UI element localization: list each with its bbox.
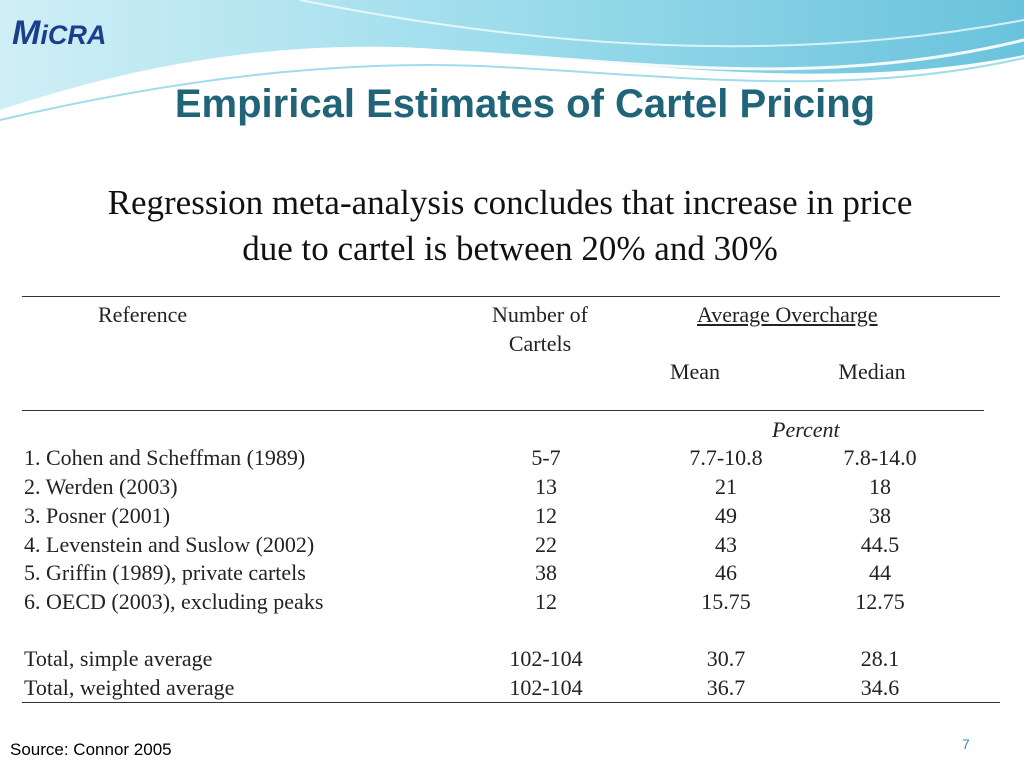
row-label: 3. Posner (2001) bbox=[24, 503, 171, 528]
table-header-rule bbox=[22, 410, 984, 411]
row-label: Total, simple average bbox=[24, 646, 213, 671]
header-average-overcharge: Average Overcharge bbox=[697, 302, 878, 327]
table-top-rule bbox=[22, 296, 1000, 297]
micra-logo: MiCRA bbox=[12, 14, 106, 53]
row-number-of-cartels: 12 bbox=[535, 589, 557, 614]
row-mean: 7.7-10.8 bbox=[689, 445, 763, 470]
row-median: 38 bbox=[869, 503, 891, 528]
row-number-of-cartels: 102-104 bbox=[509, 646, 583, 671]
row-label: 6. OECD (2003), excluding peaks bbox=[24, 589, 324, 614]
subtitle-line-2: due to cartel is between 20% and 30% bbox=[242, 229, 778, 268]
row-label: 2. Werden (2003) bbox=[24, 474, 178, 499]
header-reference: Reference bbox=[98, 302, 188, 327]
table-bottom-rule bbox=[22, 702, 1000, 703]
row-label: 1. Cohen and Scheffman (1989) bbox=[24, 445, 306, 470]
source-note: Source: Connor 2005 bbox=[10, 740, 172, 759]
header-wave-graphic bbox=[0, 0, 1024, 121]
row-mean: 30.7 bbox=[706, 646, 746, 671]
row-number-of-cartels: 22 bbox=[535, 532, 557, 557]
header-median: Median bbox=[838, 359, 906, 384]
row-median: 18 bbox=[869, 474, 891, 499]
row-mean: 21 bbox=[715, 474, 737, 499]
page-number: 7 bbox=[962, 736, 970, 752]
row-mean: 46 bbox=[715, 560, 737, 585]
row-median: 44.5 bbox=[860, 532, 900, 557]
row-mean: 43 bbox=[715, 532, 737, 557]
row-number-of-cartels: 13 bbox=[535, 474, 557, 499]
overcharge-table: Reference Number of Cartels Average Over… bbox=[0, 282, 1024, 718]
slide-title: Empirical Estimates of Cartel Pricing bbox=[174, 82, 876, 126]
header-mean: Mean bbox=[669, 359, 721, 384]
row-median: 28.1 bbox=[860, 646, 900, 671]
header-number-line-1: Number of bbox=[492, 302, 588, 327]
subtitle-line-1: Regression meta-analysis concludes that … bbox=[107, 183, 913, 222]
header-unit: Percent bbox=[772, 417, 840, 442]
slide-subtitle: Regression meta-analysis concludes that … bbox=[10, 180, 1010, 272]
row-mean: 15.75 bbox=[701, 589, 751, 614]
row-median: 34.6 bbox=[860, 675, 900, 700]
logo-initial: M bbox=[12, 14, 41, 52]
row-label: 4. Levenstein and Suslow (2002) bbox=[24, 532, 315, 557]
row-number-of-cartels: 102-104 bbox=[509, 675, 583, 700]
logo-rest: iCRA bbox=[40, 20, 107, 50]
row-median: 12.75 bbox=[855, 589, 905, 614]
row-mean: 36.7 bbox=[706, 675, 746, 700]
row-median: 7.8-14.0 bbox=[843, 445, 917, 470]
row-mean: 49 bbox=[715, 503, 737, 528]
row-number-of-cartels: 38 bbox=[535, 560, 557, 585]
row-number-of-cartels: 5-7 bbox=[531, 445, 561, 470]
row-label: 5. Griffin (1989), private cartels bbox=[24, 560, 306, 585]
header-number-line-2: Cartels bbox=[508, 331, 572, 356]
row-median: 44 bbox=[869, 560, 891, 585]
row-label: Total, weighted average bbox=[24, 675, 235, 700]
row-number-of-cartels: 12 bbox=[535, 503, 557, 528]
